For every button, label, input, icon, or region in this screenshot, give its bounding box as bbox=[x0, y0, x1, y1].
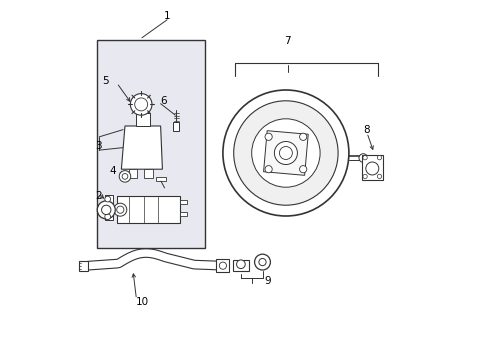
Circle shape bbox=[251, 119, 320, 187]
Circle shape bbox=[102, 205, 111, 215]
FancyBboxPatch shape bbox=[144, 169, 152, 178]
Text: 7: 7 bbox=[284, 36, 290, 46]
FancyBboxPatch shape bbox=[79, 261, 88, 271]
Circle shape bbox=[119, 171, 130, 182]
Circle shape bbox=[233, 101, 337, 205]
FancyBboxPatch shape bbox=[232, 260, 248, 271]
FancyBboxPatch shape bbox=[179, 212, 186, 216]
Circle shape bbox=[254, 254, 270, 270]
Circle shape bbox=[219, 262, 226, 269]
Circle shape bbox=[358, 154, 367, 162]
Circle shape bbox=[377, 156, 381, 160]
Text: 9: 9 bbox=[264, 276, 271, 286]
FancyBboxPatch shape bbox=[104, 195, 113, 203]
Circle shape bbox=[362, 156, 366, 160]
Circle shape bbox=[130, 94, 152, 115]
FancyBboxPatch shape bbox=[104, 213, 113, 220]
FancyBboxPatch shape bbox=[155, 177, 166, 181]
Polygon shape bbox=[136, 113, 150, 126]
Text: 2: 2 bbox=[95, 191, 102, 201]
Circle shape bbox=[264, 133, 272, 140]
Circle shape bbox=[258, 258, 265, 266]
Text: 10: 10 bbox=[135, 297, 148, 307]
Circle shape bbox=[274, 141, 297, 165]
Polygon shape bbox=[121, 126, 162, 169]
Circle shape bbox=[97, 201, 115, 219]
Circle shape bbox=[117, 206, 123, 213]
Text: 1: 1 bbox=[163, 11, 170, 21]
Polygon shape bbox=[263, 131, 307, 175]
Text: 6: 6 bbox=[160, 96, 166, 106]
FancyBboxPatch shape bbox=[173, 122, 179, 131]
Circle shape bbox=[299, 133, 306, 140]
FancyBboxPatch shape bbox=[179, 200, 186, 204]
Text: 4: 4 bbox=[110, 166, 116, 176]
Circle shape bbox=[279, 147, 292, 159]
FancyBboxPatch shape bbox=[117, 196, 179, 223]
Circle shape bbox=[104, 214, 110, 220]
Circle shape bbox=[223, 90, 348, 216]
Circle shape bbox=[264, 166, 272, 173]
Circle shape bbox=[365, 162, 378, 175]
FancyBboxPatch shape bbox=[97, 40, 204, 248]
FancyBboxPatch shape bbox=[128, 169, 137, 178]
Text: 3: 3 bbox=[95, 141, 102, 151]
Circle shape bbox=[114, 203, 126, 216]
Text: 8: 8 bbox=[363, 125, 369, 135]
Circle shape bbox=[236, 260, 244, 269]
Circle shape bbox=[299, 166, 306, 173]
Text: 5: 5 bbox=[102, 76, 109, 86]
Circle shape bbox=[122, 174, 127, 179]
FancyBboxPatch shape bbox=[216, 259, 229, 272]
FancyBboxPatch shape bbox=[361, 155, 382, 180]
Circle shape bbox=[134, 98, 147, 111]
Circle shape bbox=[104, 196, 110, 202]
Circle shape bbox=[362, 174, 366, 179]
Circle shape bbox=[377, 174, 381, 179]
